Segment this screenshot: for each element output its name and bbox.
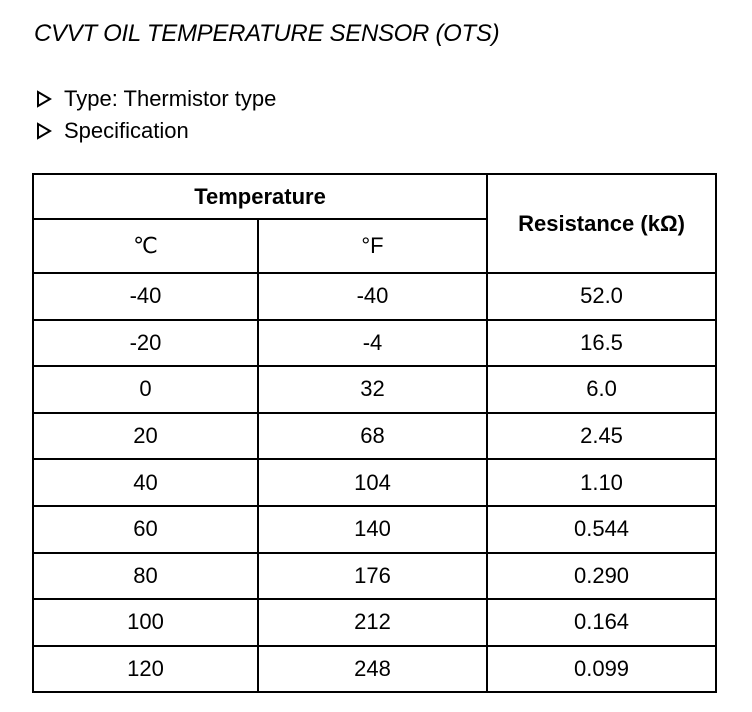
table-cell: 16.5 xyxy=(486,318,718,368)
table-row: 40 104 1.10 xyxy=(32,458,718,507)
table-cell: 140 xyxy=(256,504,489,554)
table-row: 60 140 0.544 xyxy=(32,504,718,554)
table-cell: 0.544 xyxy=(486,504,718,554)
table-cell: 120 xyxy=(32,644,259,694)
title: CVVT OIL TEMPERATURE SENSOR (OTS) xyxy=(34,20,500,47)
table-row: 0 32 6.0 xyxy=(32,365,718,414)
table-cell: 0 xyxy=(32,365,259,414)
unit-header: °F xyxy=(256,218,489,274)
table-cell: 80 xyxy=(32,551,259,601)
table-cell: 212 xyxy=(256,598,489,647)
triangle-icon xyxy=(37,90,52,108)
table-cell: 52.0 xyxy=(486,272,718,321)
bullet: Type: Thermistor type xyxy=(36,86,276,112)
table-cell: -40 xyxy=(32,272,259,321)
bullet: Specification xyxy=(36,118,189,144)
table-cell: 0.290 xyxy=(486,551,718,601)
table-cell: 6.0 xyxy=(486,365,718,414)
table-cell: -4 xyxy=(256,318,489,368)
table-cell: 104 xyxy=(256,458,489,507)
table-cell: 176 xyxy=(256,551,489,601)
table-body: -40 -40 52.0 -20 -4 16.5 0 32 6.0 20 68 2.45 40 104 1.… xyxy=(32,272,718,694)
table-cell: 100 xyxy=(32,598,259,647)
table-cell: 1.10 xyxy=(486,458,718,507)
resistance-header: Resistance (kΩ) xyxy=(486,173,718,274)
table-cell: -40 xyxy=(256,272,489,321)
table-cell: 32 xyxy=(256,365,489,414)
table-row: -20 -4 16.5 xyxy=(32,318,718,368)
spec-table: Temperature Resistance (kΩ) ℃ °F -40 -40 5… xyxy=(31,173,718,694)
table-row: 120 248 0.099 xyxy=(32,644,718,694)
table-cell: -20 xyxy=(32,318,259,368)
group-header: Temperature xyxy=(31,173,489,220)
table-cell: 40 xyxy=(32,458,259,507)
table-row: 100 212 0.164 xyxy=(32,598,718,647)
table-row: 80 176 0.290 xyxy=(32,551,718,601)
table-cell: 20 xyxy=(32,411,259,461)
bullet-text: Specification xyxy=(64,118,189,143)
triangle-icon xyxy=(37,122,52,140)
table-row: 20 68 2.45 xyxy=(32,411,718,461)
table-cell: 2.45 xyxy=(486,411,718,461)
table-row: -40 -40 52.0 xyxy=(32,272,718,321)
table-cell: 248 xyxy=(256,644,489,694)
table-cell: 68 xyxy=(256,411,489,461)
table-cell: 0.164 xyxy=(486,598,718,647)
table-cell: 0.099 xyxy=(486,644,718,694)
bullet-text: Type: Thermistor type xyxy=(64,86,277,111)
unit-header: ℃ xyxy=(32,218,259,274)
table-cell: 60 xyxy=(32,504,259,554)
